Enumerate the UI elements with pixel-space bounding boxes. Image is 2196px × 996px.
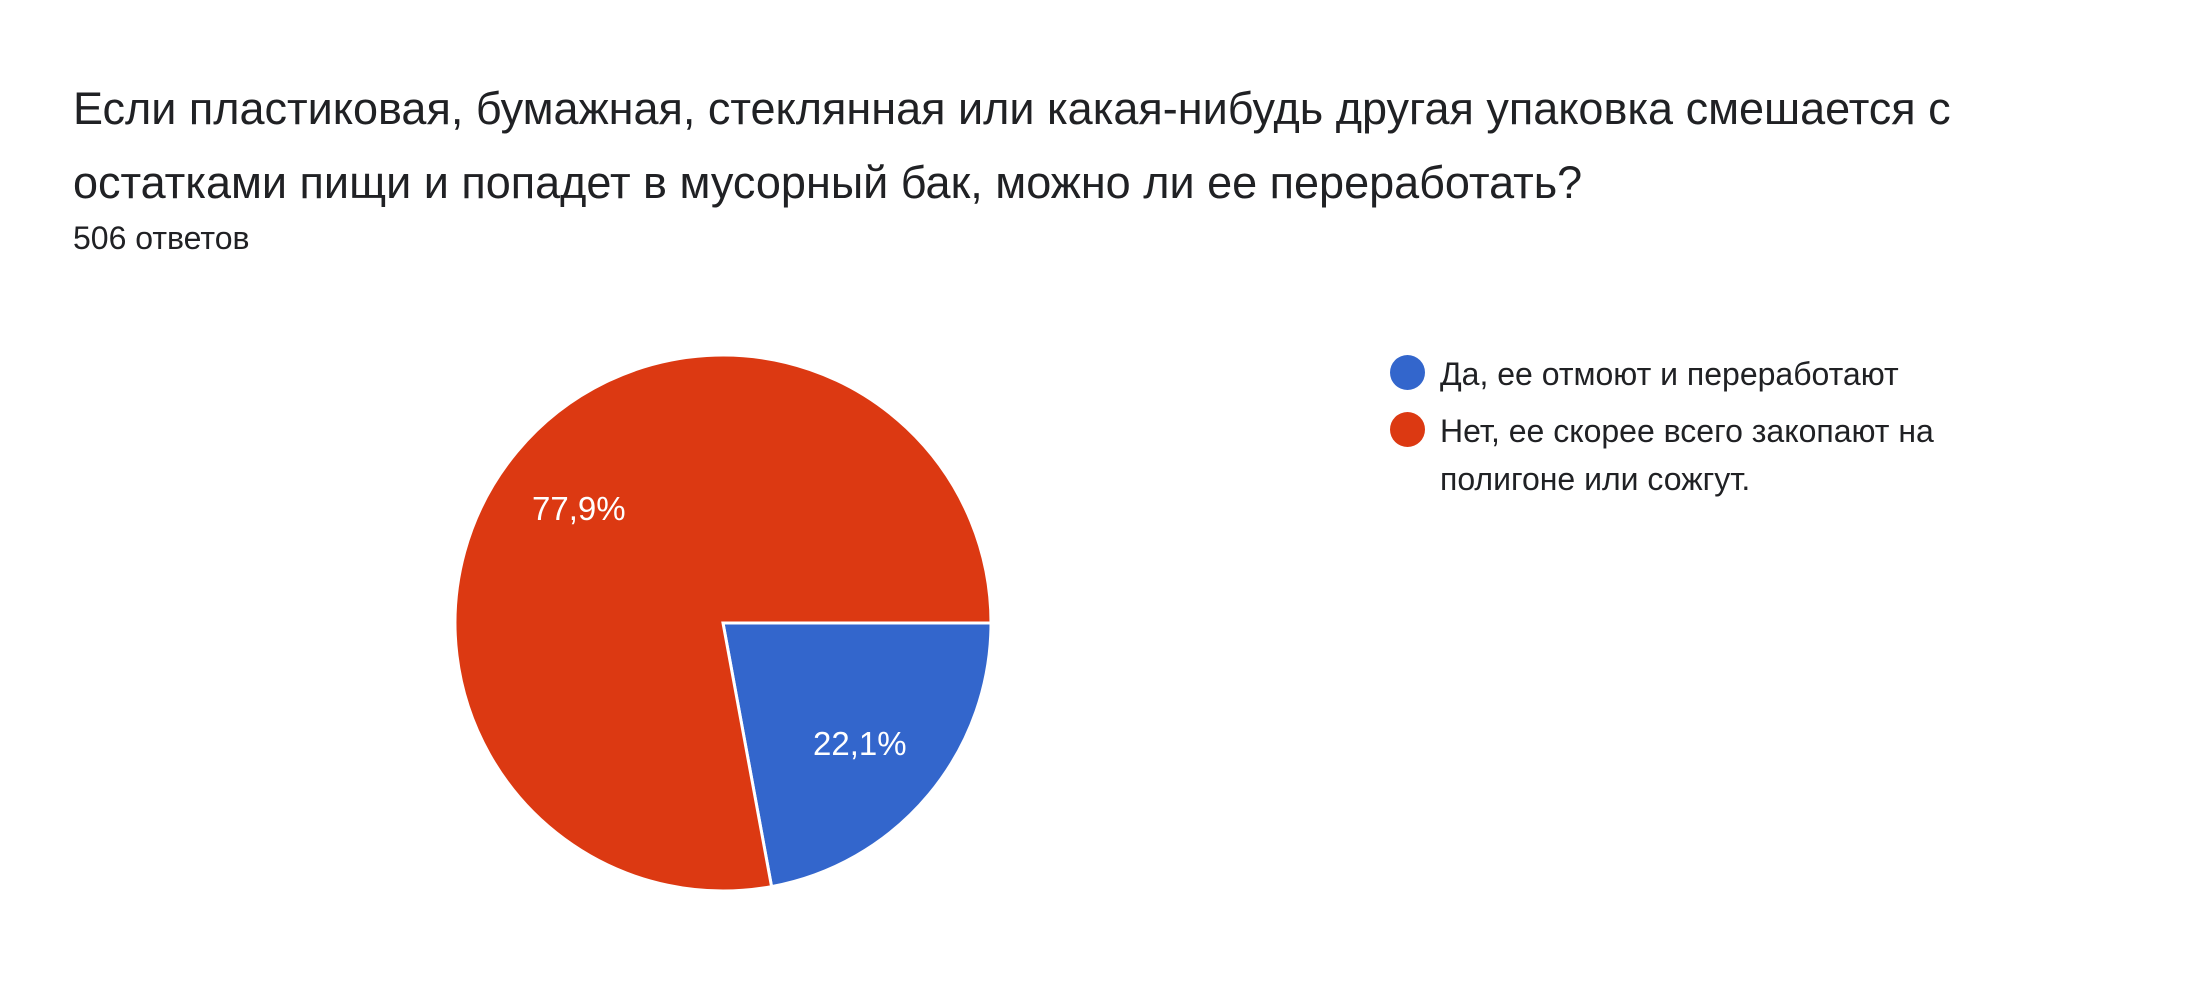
- legend-dot-icon: [1390, 412, 1425, 447]
- legend-item-no[interactable]: Нет, ее скорее всего закопают на полигон…: [1390, 407, 2060, 503]
- pie-slices: [453, 353, 993, 893]
- legend-item-yes[interactable]: Да, ее отмоют и переработают: [1390, 350, 2090, 398]
- pie-slice-0[interactable]: [721, 621, 993, 889]
- slice-label-yes: 22,1%: [813, 725, 907, 762]
- slice-label-no: 77,9%: [532, 490, 626, 527]
- legend-label: Да, ее отмоют и переработают: [1440, 356, 1899, 392]
- pie-slice-1[interactable]: [453, 353, 993, 893]
- legend: Да, ее отмоют и переработают Нет, ее ско…: [1390, 350, 2090, 512]
- legend-dot-icon: [1390, 355, 1425, 390]
- question-title: Если пластиковая, бумажная, стеклянная и…: [73, 83, 1951, 208]
- legend-label: Нет, ее скорее всего закопают на полигон…: [1440, 413, 1934, 497]
- response-count: 506 ответов: [73, 220, 250, 256]
